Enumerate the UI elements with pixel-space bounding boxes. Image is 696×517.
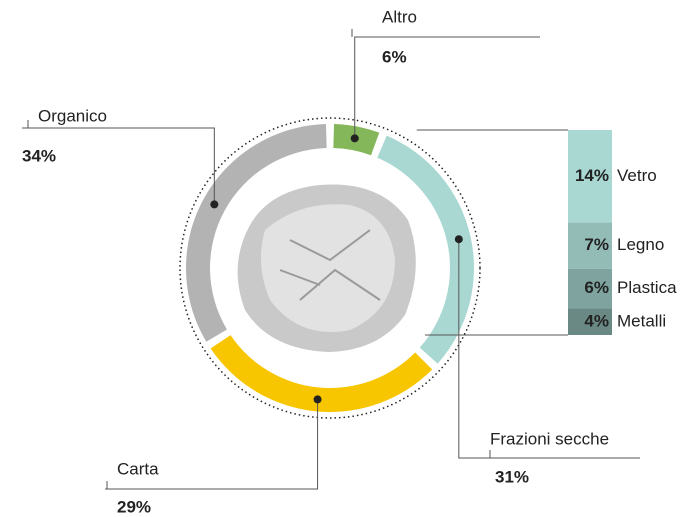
breakdown-bar (568, 268, 612, 309)
leader-dot (313, 395, 322, 404)
donut-segment (377, 135, 474, 364)
breakdown-bar (568, 222, 612, 269)
slice-value: 31% (495, 467, 529, 486)
donut-segment (185, 124, 327, 342)
breakdown-value: 14% (575, 166, 609, 185)
leader-dot (350, 134, 359, 143)
paper-ball (237, 184, 416, 352)
breakdown-bar (568, 308, 612, 335)
slice-value: 34% (22, 146, 56, 165)
leader-line (105, 399, 319, 490)
leader-dot (454, 235, 463, 244)
breakdown-label: Legno (617, 235, 664, 254)
leader-line (354, 36, 540, 139)
donut-segment (210, 335, 433, 412)
slice-label: Altro (382, 7, 417, 26)
leader-line (458, 239, 640, 459)
breakdown-bar (568, 130, 612, 223)
breakdown-value: 4% (584, 311, 609, 330)
breakdown-value: 7% (584, 235, 609, 254)
slice-label: Carta (117, 459, 159, 478)
breakdown-label: Plastica (617, 278, 677, 297)
slice-value: 29% (117, 497, 151, 516)
slice-label: Frazioni secche (490, 429, 609, 448)
leader-line (22, 127, 215, 205)
slice-value: 6% (382, 47, 407, 66)
breakdown-value: 6% (584, 278, 609, 297)
leader-dot (210, 200, 219, 209)
breakdown-label: Vetro (617, 166, 657, 185)
dotted-ring (179, 117, 481, 419)
breakdown-label: Metalli (617, 311, 666, 330)
slice-label: Organico (38, 106, 107, 125)
